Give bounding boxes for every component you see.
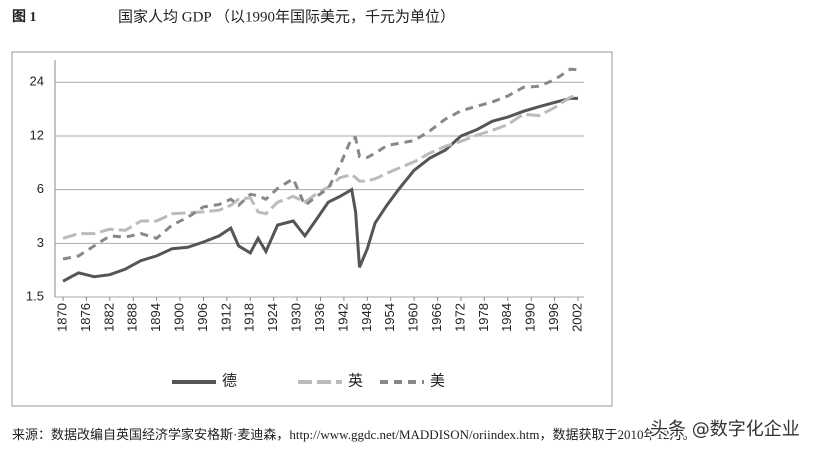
y-tick-label: 3 [37,235,44,250]
series-line [62,96,578,283]
x-tick-label: 1996 [546,303,561,332]
legend-label: 英 [348,371,363,389]
x-tick-label: 1918 [242,303,257,332]
figure-label: 图 1 [12,9,37,25]
x-tick-label: 1984 [499,303,514,332]
series-line [62,93,579,240]
x-tick-label: 1972 [452,303,467,332]
x-tick-label: 1948 [359,303,374,332]
legend-label: 德 [222,371,237,389]
x-tick-label: 1870 [54,303,69,332]
x-tick-label: 1924 [265,303,280,332]
source-note: 来源：数据改编自英国经济学家安格斯·麦迪森，http://www.ggdc.ne… [12,427,695,442]
x-tick-label: 1906 [195,303,210,332]
x-tick-label: 1978 [476,303,491,332]
y-tick-label: 6 [37,181,44,196]
x-tick-label: 1990 [523,303,538,332]
y-tick-label: 24 [30,74,44,89]
x-tick-label: 1966 [429,303,444,332]
x-tick-label: 1936 [312,303,327,332]
y-tick-label: 1.5 [26,288,44,303]
x-tick-label: 1888 [125,303,140,332]
x-tick-label: 2002 [569,303,584,332]
y-tick-label: 12 [30,127,44,142]
x-tick-label: 1954 [382,303,397,332]
watermark: 头条 @数字化企业 [650,419,800,440]
x-tick-label: 1942 [335,303,350,332]
chart-title: 国家人均 GDP （以1990年国际美元，千元为单位） [118,8,455,25]
x-tick-label: 1900 [171,303,186,332]
x-tick-label: 1894 [148,303,163,332]
x-tick-label: 1930 [289,303,304,332]
x-tick-label: 1912 [218,303,233,332]
chart-frame [11,51,613,407]
x-tick-label: 1960 [406,303,421,332]
x-tick-label: 1882 [101,303,116,332]
x-tick-label: 1876 [78,303,93,332]
series-line [62,67,579,261]
legend-label: 美 [430,372,445,389]
